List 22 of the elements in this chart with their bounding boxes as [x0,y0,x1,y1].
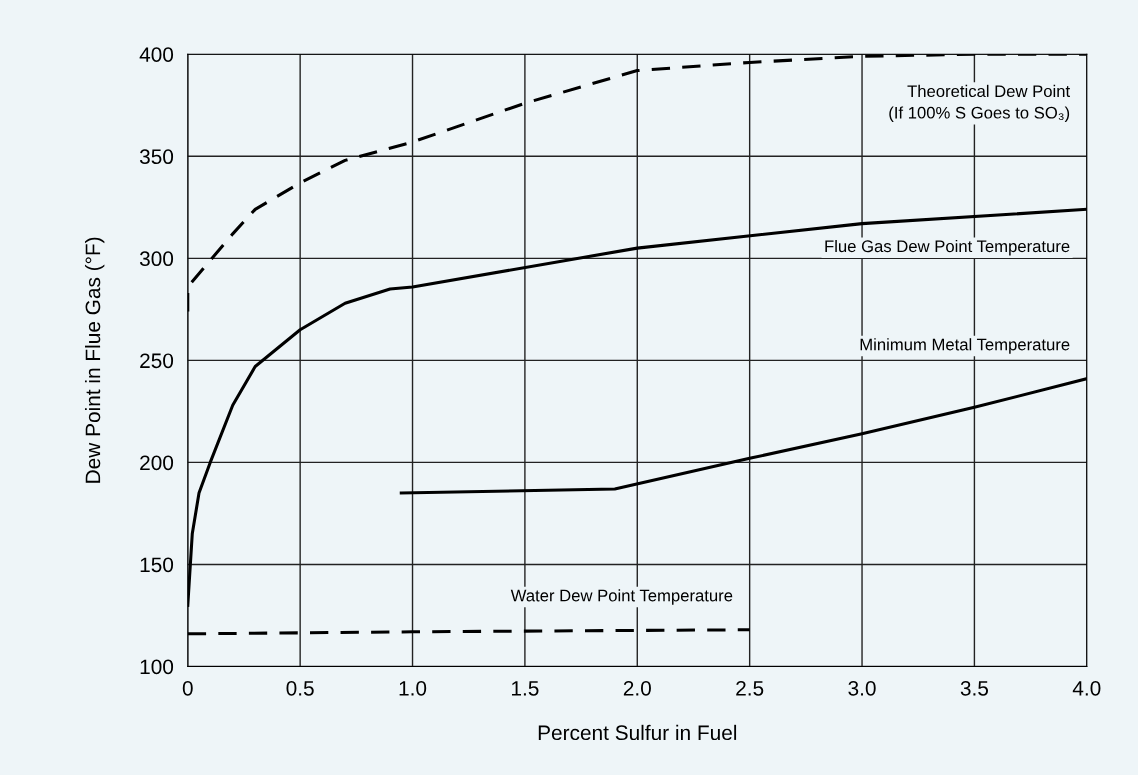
series-label: Minimum Metal Temperature [860,338,1070,354]
y-tick-label: 400 [139,47,174,62]
series-label: Flue Gas Dew Point Temperature [825,239,1070,256]
x-tick-label: 1.0 [399,680,427,696]
x-tick-label: 1.5 [512,681,539,696]
x-axis-title: Percent Sulfur in Fuel [538,724,737,741]
x-tick-label: 0.5 [286,680,314,696]
series-label: Water Dew Point Temperature [510,589,733,605]
y-tick-label: 200 [140,455,174,471]
x-tick-label: 0 [182,680,193,696]
y-tick-label: 150 [140,557,174,573]
x-tick-label: 3.5 [960,680,989,696]
y-axis-title: Dew Point in Flue Gas (°F) [84,237,105,483]
y-tick-label: 300 [139,251,174,267]
y-tick-label: 350 [139,149,174,165]
y-tick-label: 250 [140,353,174,369]
x-tick-label: 2.5 [736,680,764,696]
x-tick-label: 2.0 [623,680,651,696]
y-tick-label: 100 [140,659,174,675]
x-tick-label: 3.0 [848,680,876,696]
x-tick-label: 4.0 [1072,680,1101,696]
series-label: Theoretical Dew Point (If 100% S Goes to SO₃) [889,84,1071,122]
